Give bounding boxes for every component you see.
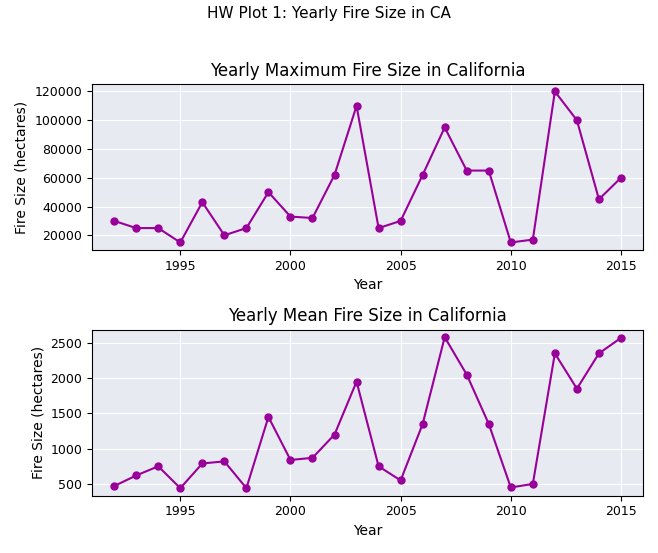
X-axis label: Year: Year xyxy=(353,524,382,538)
Title: Yearly Mean Fire Size in California: Yearly Mean Fire Size in California xyxy=(228,307,507,325)
Y-axis label: Fire Size (hectares): Fire Size (hectares) xyxy=(31,346,45,479)
X-axis label: Year: Year xyxy=(353,278,382,293)
Y-axis label: Fire Size (hectares): Fire Size (hectares) xyxy=(15,101,29,233)
Title: Yearly Maximum Fire Size in California: Yearly Maximum Fire Size in California xyxy=(210,61,525,80)
Text: HW Plot 1: Yearly Fire Size in CA: HW Plot 1: Yearly Fire Size in CA xyxy=(207,6,451,20)
